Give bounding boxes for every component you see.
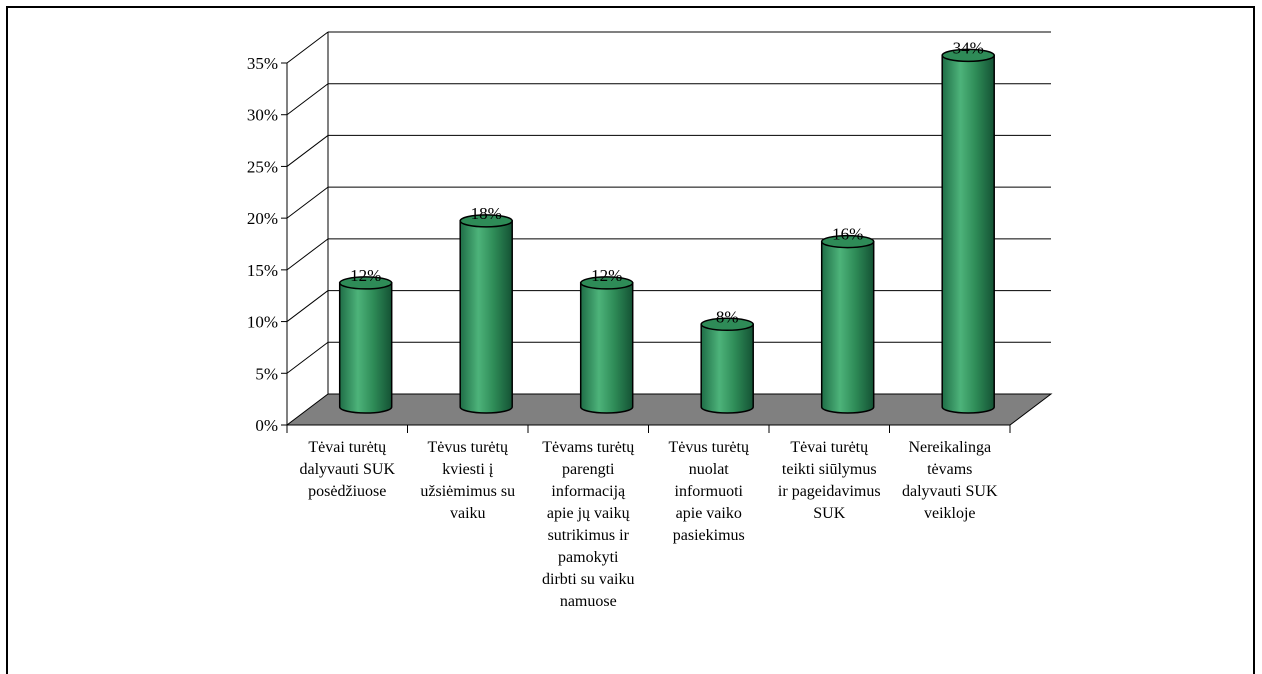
y-axis: 0% 5% 10% 15% 20% 25% 30% 35% — [247, 54, 287, 435]
x-category-label: Tėvai turėtų teikti siūlymus ir pageidav… — [777, 439, 881, 522]
data-labels: 12% 18% 12% 8% 16% 34% — [350, 38, 984, 326]
bar-top — [338, 276, 393, 290]
y-tick-label: 30% — [247, 106, 278, 125]
bar-cylinder — [579, 282, 634, 414]
bar-cylinder — [459, 220, 513, 414]
x-category-label: Nereikalinga tėvams dalyvauti SUK veiklo… — [901, 439, 998, 522]
bars — [338, 48, 995, 414]
bar-cylinder — [338, 282, 393, 414]
bar-top — [700, 317, 754, 332]
gridline-depth — [286, 31, 329, 64]
bar-cylinder — [700, 323, 754, 414]
gridline-depth — [286, 186, 329, 219]
data-label: 34% — [953, 38, 984, 57]
chart-walls — [286, 32, 329, 425]
y-tick-label: 0% — [255, 416, 278, 435]
data-label: 8% — [716, 307, 739, 326]
bar-top — [579, 276, 634, 290]
data-label: 18% — [471, 204, 502, 223]
gridline-depth — [286, 238, 329, 271]
data-label: 12% — [591, 266, 622, 285]
y-tick-label: 10% — [247, 313, 278, 332]
y-tick-label: 15% — [247, 261, 278, 280]
y-tick-label: 25% — [247, 157, 278, 176]
x-category-label: Tėvus turėtų kviesti į užsiėmimus su vai… — [420, 439, 516, 522]
bar-top — [820, 234, 875, 249]
bar-top — [941, 48, 995, 63]
data-label: 16% — [832, 225, 863, 244]
data-label: 12% — [350, 266, 381, 285]
bar-cylinder — [820, 240, 875, 414]
chart-frame — [6, 6, 1255, 674]
chart-floor-plane — [285, 393, 1053, 426]
x-category-label: Tėvus turėtų nuolat informuoti apie vaik… — [668, 439, 749, 544]
gridlines — [286, 31, 1051, 374]
gridline-depth — [286, 83, 329, 116]
x-category-label: Tėvai turėtų dalyvauti SUK posėdžiuose — [299, 439, 396, 500]
x-category-label: Tėvams turėtų parengti informaciją apie … — [542, 439, 635, 610]
bar-cylinder — [941, 54, 995, 414]
gridline-depth — [286, 341, 329, 374]
x-axis — [286, 424, 1011, 433]
chart-floor — [285, 393, 1053, 426]
gridline-depth — [286, 290, 329, 322]
bar-top — [459, 214, 513, 228]
y-tick-label: 5% — [255, 364, 278, 383]
gridline-depth — [286, 135, 329, 167]
y-tick-label: 35% — [247, 54, 278, 73]
y-tick-label: 20% — [247, 209, 278, 228]
